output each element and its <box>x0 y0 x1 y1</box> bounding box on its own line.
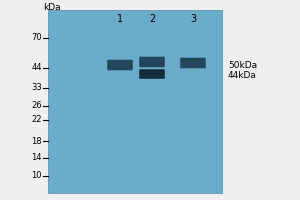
FancyBboxPatch shape <box>139 57 165 67</box>
Text: 50kDa: 50kDa <box>228 60 257 70</box>
Text: 44kDa: 44kDa <box>228 72 257 80</box>
Text: 14: 14 <box>32 154 42 162</box>
Text: 2: 2 <box>149 14 155 24</box>
FancyBboxPatch shape <box>180 58 206 68</box>
Text: 44: 44 <box>32 64 42 72</box>
Text: 3: 3 <box>190 14 196 24</box>
FancyBboxPatch shape <box>107 60 133 70</box>
Text: 70: 70 <box>32 33 42 43</box>
Text: 26: 26 <box>32 102 42 110</box>
FancyBboxPatch shape <box>139 69 165 79</box>
Bar <box>48 10 222 193</box>
Text: 18: 18 <box>32 136 42 146</box>
Text: kDa: kDa <box>43 3 61 12</box>
Text: 22: 22 <box>32 116 42 124</box>
Text: 1: 1 <box>117 14 123 24</box>
Text: 33: 33 <box>31 84 42 92</box>
Text: 10: 10 <box>32 171 42 180</box>
